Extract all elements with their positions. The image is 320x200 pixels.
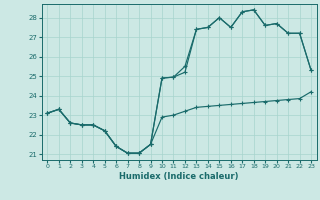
X-axis label: Humidex (Indice chaleur): Humidex (Indice chaleur) — [119, 172, 239, 181]
